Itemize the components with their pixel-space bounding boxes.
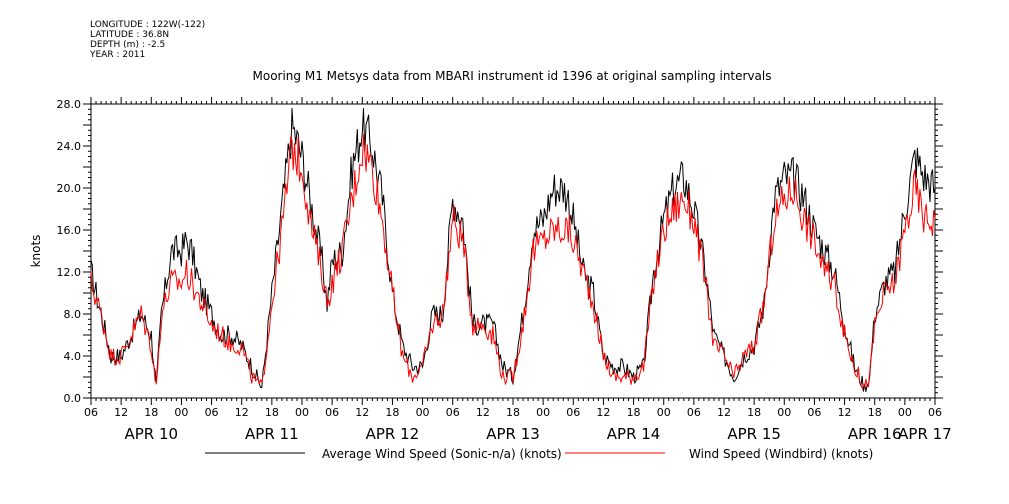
axes: 0.0 4.0 8.0 12.0 16.0 20.0 24.0 28.0 06 12 18 00 06 1… [57,97,952,443]
y-axis-label: knots [29,235,43,268]
date-label: APR 15 [727,425,781,443]
x-tick-label: 00 [777,406,791,419]
x-tick-label: 12 [235,406,249,419]
metadata-block: LONGITUDE : 122W(-122) LATITUDE : 36.8N … [90,20,205,60]
x-tick-label: 00 [416,406,430,419]
legend-label-average: Average Wind Speed (Sonic-n/a) (knots) [322,447,562,461]
x-tick-label: 06 [84,406,98,419]
series-layer [90,108,936,392]
x-tick-label: 06 [687,406,701,419]
date-label: APR 17 [898,425,952,443]
date-label: APR 12 [366,425,420,443]
x-tick-label: 12 [838,406,852,419]
y-tick-label: 24.0 [57,140,82,153]
latitude-label: LATITUDE : 36.8N [90,30,170,40]
x-tick-label: 06 [205,406,219,419]
x-tick-label: 00 [536,406,550,419]
x-tick-label: 12 [717,406,731,419]
y-tick-label: 20.0 [57,182,82,195]
x-tick-label: 12 [596,406,610,419]
x-tick-label: 18 [747,406,761,419]
x-tick-label: 06 [446,406,460,419]
series-line-average [90,108,936,392]
x-tick-label: 00 [898,406,912,419]
x-tick-label: 06 [566,406,580,419]
x-tick-label: 12 [355,406,369,419]
x-tick-label: 00 [295,406,309,419]
x-tick-label: 18 [144,406,158,419]
date-label: APR 11 [245,425,299,443]
x-tick-label: 18 [627,406,641,419]
date-label: APR 10 [124,425,178,443]
y-tick-label: 16.0 [57,224,82,237]
y-tick-label: 28.0 [57,98,82,111]
x-tick-label: 06 [325,406,339,419]
series-line-windbird [90,134,936,390]
x-tick-label: 18 [868,406,882,419]
y-tick-label: 0.0 [64,392,82,405]
y-tick-label: 4.0 [64,350,82,363]
legend: Average Wind Speed (Sonic-n/a) (knots) W… [205,447,873,461]
longitude-label: LONGITUDE : 122W(-122) [90,20,206,30]
x-tick-label: 00 [657,406,671,419]
legend-label-windbird: Wind Speed (Windbird) (knots) [689,447,873,461]
date-label: APR 14 [607,425,661,443]
y-tick-label: 12.0 [57,266,82,279]
x-tick-label: 12 [476,406,490,419]
y-tick-label: 8.0 [64,308,82,321]
plot-frame [90,103,936,399]
date-label: APR 13 [486,425,540,443]
year-label: YEAR : 2011 [90,50,146,60]
x-tick-label: 06 [928,406,942,419]
date-label: APR 16 [848,425,902,443]
depth-label: DEPTH (m) : -2.5 [90,40,166,50]
chart-title: Mooring M1 Metsys data from MBARI instru… [253,69,772,83]
x-tick-label: 18 [265,406,279,419]
x-tick-label: 18 [506,406,520,419]
x-tick-label: 06 [807,406,821,419]
x-tick-label: 18 [385,406,399,419]
x-tick-label: 00 [174,406,188,419]
x-tick-label: 12 [114,406,128,419]
